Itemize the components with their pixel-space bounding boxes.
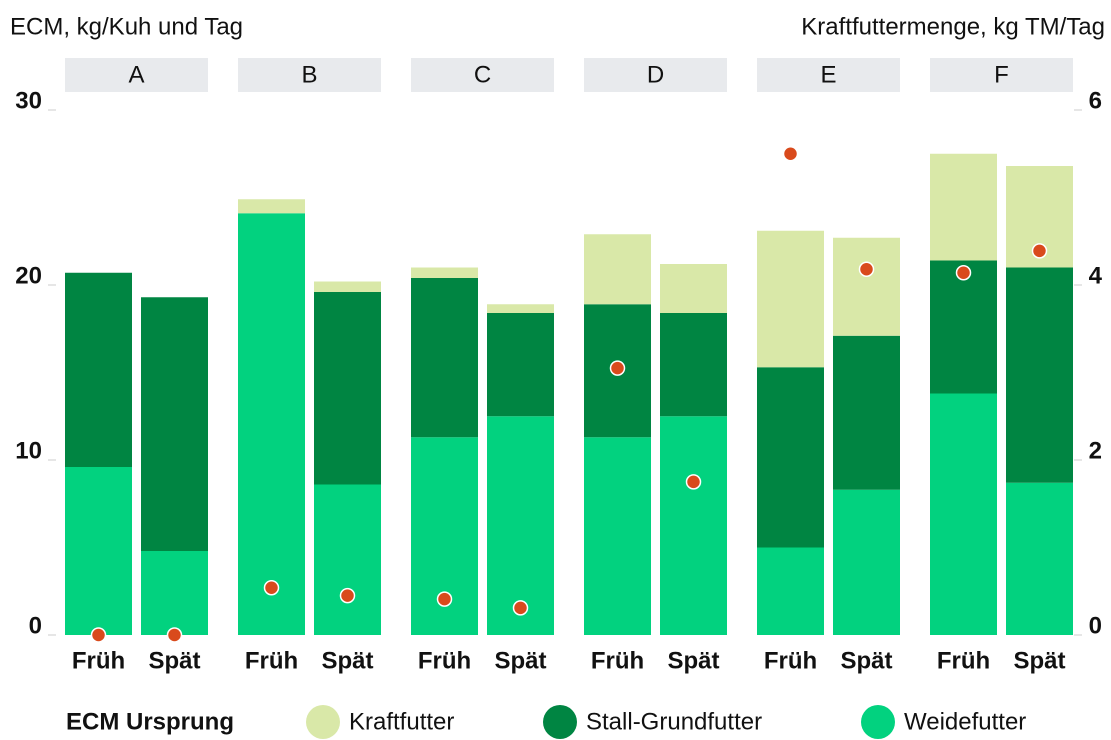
bar-segment bbox=[141, 551, 208, 635]
point bbox=[685, 474, 702, 490]
bar-segment bbox=[411, 267, 478, 278]
x-tick-label: Früh bbox=[245, 647, 298, 674]
y2-tick-label: 0 bbox=[1089, 612, 1102, 639]
bar-segment bbox=[584, 437, 651, 635]
point bbox=[1031, 243, 1048, 259]
facet-label: E bbox=[820, 61, 836, 88]
facet-label: D bbox=[647, 61, 664, 88]
y2-tick-label: 4 bbox=[1089, 262, 1103, 289]
bar-segment bbox=[65, 467, 132, 635]
x-tick-label: Spät bbox=[840, 647, 892, 674]
y2-axis-label: Kraftfuttermenge, kg TM/Tag bbox=[801, 13, 1105, 40]
bar-segment bbox=[238, 199, 305, 214]
point bbox=[609, 360, 626, 376]
bar-segment bbox=[660, 416, 727, 635]
facet-header bbox=[584, 58, 727, 92]
point bbox=[512, 600, 529, 616]
y-tick-label: 30 bbox=[15, 87, 42, 114]
y-axis-label: ECM, kg/Kuh und Tag bbox=[10, 13, 243, 40]
x-tick-label: Spät bbox=[1013, 647, 1065, 674]
x-tick-label: Früh bbox=[937, 647, 990, 674]
point bbox=[166, 627, 183, 643]
legend-swatch bbox=[543, 705, 577, 739]
bar-segment bbox=[660, 264, 727, 313]
bar-segment bbox=[487, 313, 554, 417]
point bbox=[955, 265, 972, 281]
x-tick-label: Spät bbox=[321, 647, 373, 674]
bar-segment bbox=[1006, 267, 1073, 483]
bar-segment bbox=[930, 393, 997, 635]
point bbox=[782, 146, 799, 162]
bar-segment bbox=[833, 489, 900, 635]
bar-segment bbox=[930, 153, 997, 261]
point bbox=[90, 627, 107, 643]
bar-segment bbox=[930, 260, 997, 394]
bar-segment bbox=[141, 297, 208, 551]
bar-segment bbox=[584, 234, 651, 305]
facet-header bbox=[238, 58, 381, 92]
facet-header bbox=[411, 58, 554, 92]
y-tick-label: 0 bbox=[29, 612, 42, 639]
facet-header bbox=[930, 58, 1073, 92]
bar-segment bbox=[314, 281, 381, 292]
point bbox=[263, 580, 280, 596]
x-tick-label: Spät bbox=[667, 647, 719, 674]
bar-segment bbox=[314, 484, 381, 635]
y2-tick-label: 6 bbox=[1089, 87, 1102, 114]
legend-label: Weidefutter bbox=[904, 708, 1026, 735]
bar-segment bbox=[411, 278, 478, 438]
y-tick-label: 10 bbox=[15, 437, 42, 464]
facet-label: A bbox=[128, 61, 144, 88]
bar-segment bbox=[833, 237, 900, 336]
x-tick-label: Früh bbox=[764, 647, 817, 674]
bar-segment bbox=[757, 230, 824, 368]
x-tick-label: Spät bbox=[148, 647, 200, 674]
bar-segment bbox=[1006, 482, 1073, 635]
bar-segment bbox=[833, 335, 900, 490]
bar-segment bbox=[660, 313, 727, 417]
x-tick-label: Früh bbox=[418, 647, 471, 674]
legend-label: Stall-Grundfutter bbox=[586, 708, 762, 735]
legend-title: ECM Ursprung bbox=[66, 708, 234, 735]
bar-segment bbox=[487, 304, 554, 313]
point bbox=[339, 587, 356, 604]
y-tick-label: 20 bbox=[15, 262, 42, 289]
bar-segment bbox=[314, 292, 381, 485]
legend-swatch bbox=[306, 705, 340, 739]
bar-segment bbox=[238, 213, 305, 635]
bar-segment bbox=[757, 367, 824, 548]
bar-segment bbox=[757, 547, 824, 635]
x-tick-label: Früh bbox=[591, 647, 644, 674]
x-tick-label: Spät bbox=[494, 647, 546, 674]
bar-segment bbox=[487, 416, 554, 635]
point bbox=[858, 261, 875, 277]
facet-label: C bbox=[474, 61, 491, 88]
y2-tick-label: 2 bbox=[1089, 437, 1102, 464]
legend-swatch bbox=[861, 705, 895, 739]
bar-segment bbox=[65, 272, 132, 467]
facet-label: F bbox=[994, 61, 1009, 88]
facet-label: B bbox=[301, 61, 317, 88]
facet-header bbox=[757, 58, 900, 92]
point bbox=[436, 591, 453, 607]
legend-label: Kraftfutter bbox=[349, 708, 454, 735]
facet-header bbox=[65, 58, 208, 92]
x-tick-label: Früh bbox=[72, 647, 125, 674]
